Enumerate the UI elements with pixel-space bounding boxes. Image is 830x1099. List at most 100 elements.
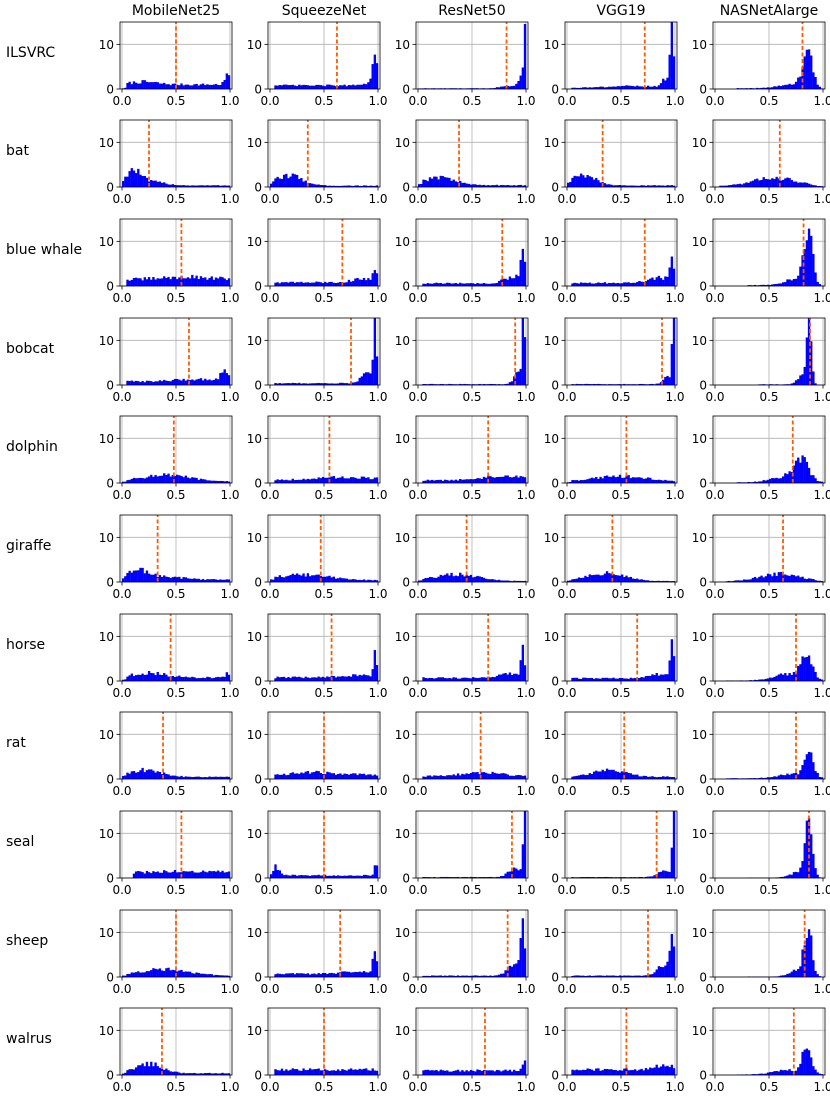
histogram-bar	[738, 482, 742, 483]
histogram-bar	[195, 275, 198, 286]
histogram-bar	[653, 479, 656, 483]
histogram-bar	[352, 280, 355, 286]
histogram-bar	[221, 185, 224, 187]
histogram-bar	[651, 776, 654, 779]
y-tick-label: 10	[247, 334, 262, 348]
histogram-bar	[367, 579, 370, 582]
histogram-bar	[510, 966, 514, 977]
histogram-bar	[659, 776, 663, 779]
histogram-bar	[790, 180, 793, 187]
histogram-bar	[182, 577, 185, 582]
histogram-bar	[295, 973, 299, 977]
histogram-bar	[304, 771, 307, 779]
histogram-bar	[424, 180, 427, 187]
histogram-bar	[147, 380, 151, 385]
histogram-bar	[448, 975, 451, 977]
histogram-bar	[633, 975, 637, 977]
histogram-bar	[618, 772, 622, 779]
histogram-bar	[590, 877, 594, 878]
row-label-bobcat: bobcat	[6, 341, 55, 357]
histogram-bar	[487, 384, 490, 385]
histogram-bar	[523, 811, 527, 878]
histogram-bar	[649, 675, 652, 681]
histogram-bar	[345, 185, 348, 187]
y-tick-label: 10	[395, 1024, 410, 1038]
histogram-bar	[347, 185, 351, 187]
histogram-bar	[132, 170, 136, 187]
histogram-bar	[300, 281, 303, 286]
histogram-bar	[212, 579, 216, 582]
histogram-bar	[369, 479, 372, 483]
y-tick-label: 0	[254, 280, 262, 294]
histogram-bar	[227, 975, 231, 977]
histogram-bar	[584, 87, 587, 89]
histogram-bar	[623, 975, 626, 977]
histogram-bar	[459, 383, 462, 385]
y-tick-label: 10	[395, 827, 410, 841]
histogram-bar	[324, 774, 327, 779]
histogram-bar	[360, 1069, 364, 1075]
histogram-bar	[810, 834, 813, 878]
histogram-bar	[474, 876, 477, 878]
histogram-bar	[579, 282, 583, 286]
histogram-bar	[788, 178, 791, 187]
histogram-bar	[500, 279, 503, 286]
x-tick-label: 1.0	[368, 686, 387, 700]
histogram-bar	[197, 479, 200, 483]
column-title-nasnetalarge: NASNetAlarge	[720, 3, 819, 19]
histogram-bar	[450, 678, 453, 681]
histogram-bar	[433, 480, 436, 483]
y-tick-label: 10	[692, 136, 707, 150]
histogram-bar	[298, 875, 301, 878]
x-tick-label: 1.0	[368, 883, 387, 897]
x-tick-label: 1.0	[368, 390, 387, 404]
histogram-bar	[428, 283, 432, 286]
histogram-bar	[799, 375, 802, 385]
histogram-bar	[584, 177, 587, 187]
histogram-bar	[291, 973, 294, 977]
histogram-bar	[326, 185, 329, 187]
histogram-bar	[463, 876, 466, 878]
histogram-bar	[152, 1066, 155, 1075]
histogram-bar	[459, 572, 462, 582]
histogram-bar	[517, 477, 520, 483]
histogram-bar	[339, 577, 342, 582]
histogram-bar	[219, 480, 222, 483]
x-tick-label: 1.0	[665, 686, 684, 700]
histogram-bar	[784, 282, 787, 286]
histogram-bar	[636, 975, 639, 977]
histogram-bar	[300, 85, 303, 89]
histogram-bar	[276, 973, 279, 977]
x-tick-label: 1.0	[220, 1080, 239, 1094]
histogram-bar	[670, 256, 674, 286]
histogram-bar	[191, 379, 194, 385]
histogram-bar	[651, 86, 654, 89]
histogram-bar	[147, 872, 151, 878]
histogram-bar	[199, 185, 203, 187]
histogram-bar	[276, 85, 279, 89]
histogram-bar	[666, 961, 669, 977]
histogram-bar	[478, 576, 481, 582]
histogram-bar	[463, 677, 466, 681]
y-tick-label: 10	[692, 235, 707, 249]
histogram-bar	[476, 575, 479, 582]
histogram-bar	[469, 975, 473, 977]
histogram-bar	[651, 479, 654, 483]
histogram-bar	[349, 676, 353, 681]
histogram-bar	[633, 185, 637, 187]
histogram-bar	[302, 478, 305, 483]
histogram-bar	[816, 772, 819, 779]
histogram-bar	[143, 277, 146, 286]
histogram-bar	[352, 477, 355, 483]
x-tick-label: 1.0	[368, 1080, 387, 1094]
histogram-bar	[521, 185, 525, 187]
histogram-bars	[747, 929, 824, 977]
histogram-bar	[500, 674, 503, 681]
histogram-bar	[199, 872, 203, 878]
histogram-bar	[339, 477, 342, 483]
histogram-bar	[147, 769, 151, 779]
histogram-bar	[612, 975, 615, 977]
